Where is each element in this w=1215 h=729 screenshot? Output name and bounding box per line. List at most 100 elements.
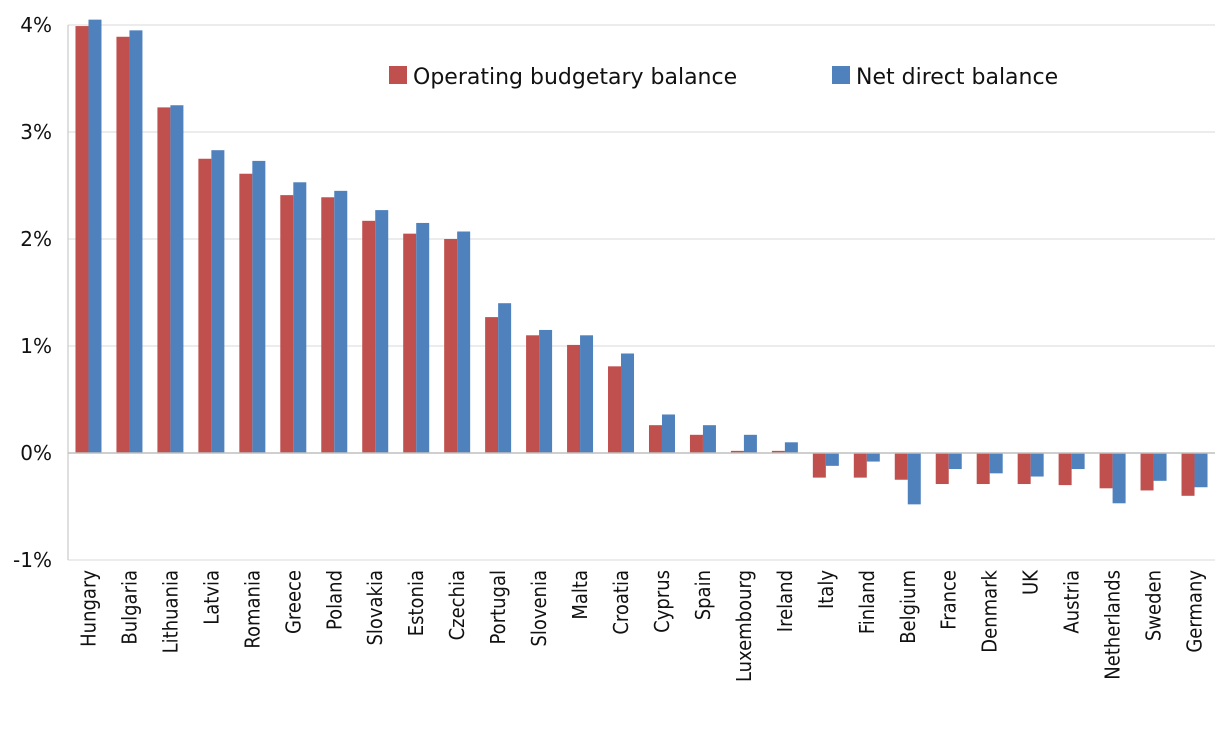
bar-slovenia-operating-budgetary-balance <box>526 335 540 453</box>
x-tick-label-belgium: Belgium <box>896 570 920 644</box>
bar-estonia-net-direct-balance <box>416 222 430 453</box>
bar-belgium-operating-budgetary-balance <box>894 453 908 480</box>
bar-slovakia-net-direct-balance <box>375 210 389 453</box>
bar-bulgaria-operating-budgetary-balance <box>116 36 130 454</box>
bar-spain-net-direct-balance <box>702 425 716 453</box>
bar-slovakia-operating-budgetary-balance <box>362 220 376 453</box>
bar-spain-operating-budgetary-balance <box>689 434 703 453</box>
bar-lithuania-operating-budgetary-balance <box>157 107 171 453</box>
bar-slovenia-net-direct-balance <box>539 329 553 453</box>
x-tick-label-germany: Germany <box>1183 570 1207 653</box>
bar-finland-operating-budgetary-balance <box>853 453 867 478</box>
bar-greece-net-direct-balance <box>293 182 307 454</box>
x-tick-label-finland: Finland <box>855 570 879 634</box>
x-tick-label-croatia: Croatia <box>609 570 633 635</box>
bar-france-net-direct-balance <box>948 453 962 470</box>
axes <box>67 25 1215 560</box>
bar-belgium-net-direct-balance <box>907 453 921 505</box>
y-tick-label: 3% <box>20 120 52 144</box>
bar-czechia-operating-budgetary-balance <box>444 239 458 453</box>
bar-germany-net-direct-balance <box>1194 453 1208 488</box>
x-tick-label-cyprus: Cyprus <box>650 570 674 633</box>
bar-sweden-operating-budgetary-balance <box>1140 453 1154 491</box>
y-tick-label: 0% <box>20 441 52 465</box>
x-tick-label-slovenia: Slovenia <box>527 570 551 647</box>
x-tick-label-denmark: Denmark <box>978 569 1002 652</box>
bar-luxembourg-operating-budgetary-balance <box>730 450 744 453</box>
bar-greece-operating-budgetary-balance <box>280 195 294 453</box>
legend-label-operating-budgetary-balance: Operating budgetary balance <box>413 65 737 90</box>
x-tick-label-poland: Poland <box>322 570 346 630</box>
bar-uk-operating-budgetary-balance <box>1017 453 1031 485</box>
bar-denmark-operating-budgetary-balance <box>976 453 990 485</box>
x-tick-label-czechia: Czechia <box>445 570 469 640</box>
legend-swatch-net-direct-balance <box>832 66 850 84</box>
x-tick-label-hungary: Hungary <box>76 570 100 647</box>
x-tick-label-uk: UK <box>1019 569 1043 595</box>
legend-label-net-direct-balance: Net direct balance <box>856 65 1058 90</box>
bar-malta-net-direct-balance <box>580 335 594 453</box>
bar-hungary-net-direct-balance <box>88 19 102 454</box>
x-tick-label-slovakia: Slovakia <box>363 570 387 646</box>
bar-luxembourg-net-direct-balance <box>743 434 757 453</box>
x-tick-label-latvia: Latvia <box>199 570 223 625</box>
y-tick-label: 4% <box>20 13 52 37</box>
legend: Operating budgetary balance Net direct b… <box>389 65 1058 90</box>
y-tick-label: -1% <box>13 548 52 572</box>
bar-finland-net-direct-balance <box>866 453 880 462</box>
bar-latvia-net-direct-balance <box>211 150 225 453</box>
x-tick-label-greece: Greece <box>281 570 305 634</box>
x-tick-label-ireland: Ireland <box>773 570 797 632</box>
x-tick-label-netherlands: Netherlands <box>1101 570 1125 680</box>
bar-hungary-operating-budgetary-balance <box>75 26 89 453</box>
bar-italy-operating-budgetary-balance <box>812 453 826 478</box>
bar-ireland-net-direct-balance <box>784 442 798 453</box>
bar-germany-operating-budgetary-balance <box>1181 453 1195 496</box>
bars <box>75 19 1208 505</box>
labels: 4% 3% 2% 1% 0% -1% Hungary Bulgaria Lithuania Lat… <box>13 13 1206 682</box>
bar-malta-operating-budgetary-balance <box>567 344 581 453</box>
bar-estonia-operating-budgetary-balance <box>403 233 417 453</box>
bar-cyprus-operating-budgetary-balance <box>648 425 662 453</box>
bar-france-operating-budgetary-balance <box>935 453 949 485</box>
x-tick-label-malta: Malta <box>568 570 592 620</box>
bar-poland-net-direct-balance <box>334 190 348 453</box>
bar-lithuania-net-direct-balance <box>170 105 184 453</box>
bar-austria-operating-budgetary-balance <box>1058 453 1072 486</box>
y-tick-label: 2% <box>20 227 52 251</box>
x-tick-label-estonia: Estonia <box>404 570 428 636</box>
x-tick-label-france: France <box>937 570 961 630</box>
bar-uk-net-direct-balance <box>1030 453 1044 477</box>
bar-denmark-net-direct-balance <box>989 453 1003 474</box>
x-tick-label-portugal: Portugal <box>486 570 510 644</box>
x-tick-label-lithuania: Lithuania <box>158 570 182 653</box>
bar-poland-operating-budgetary-balance <box>321 197 335 453</box>
legend-swatch-operating-budgetary-balance <box>389 66 407 84</box>
bar-croatia-net-direct-balance <box>621 353 635 453</box>
x-tick-label-austria: Austria <box>1060 570 1084 634</box>
x-tick-label-sweden: Sweden <box>1142 570 1166 641</box>
x-tick-label-italy: Italy <box>814 570 838 609</box>
bar-croatia-operating-budgetary-balance <box>608 366 622 453</box>
y-tick-label: 1% <box>20 334 52 358</box>
bar-cyprus-net-direct-balance <box>661 414 675 453</box>
bar-portugal-operating-budgetary-balance <box>485 317 499 453</box>
bar-italy-net-direct-balance <box>825 453 839 466</box>
x-tick-label-romania: Romania <box>240 570 264 649</box>
x-tick-label-bulgaria: Bulgaria <box>117 570 141 645</box>
x-tick-label-spain: Spain <box>691 570 715 620</box>
bar-portugal-net-direct-balance <box>498 303 512 453</box>
bar-czechia-net-direct-balance <box>457 231 471 453</box>
bar-sweden-net-direct-balance <box>1153 453 1167 481</box>
x-tick-label-luxembourg: Luxembourg <box>732 570 756 682</box>
bar-romania-net-direct-balance <box>252 160 266 453</box>
bar-austria-net-direct-balance <box>1071 453 1085 470</box>
bar-netherlands-operating-budgetary-balance <box>1099 453 1113 489</box>
bar-romania-operating-budgetary-balance <box>239 173 253 454</box>
bar-netherlands-net-direct-balance <box>1112 453 1126 504</box>
bar-bulgaria-net-direct-balance <box>129 30 143 453</box>
bar-ireland-operating-budgetary-balance <box>771 450 785 453</box>
bar-latvia-operating-budgetary-balance <box>198 158 212 453</box>
